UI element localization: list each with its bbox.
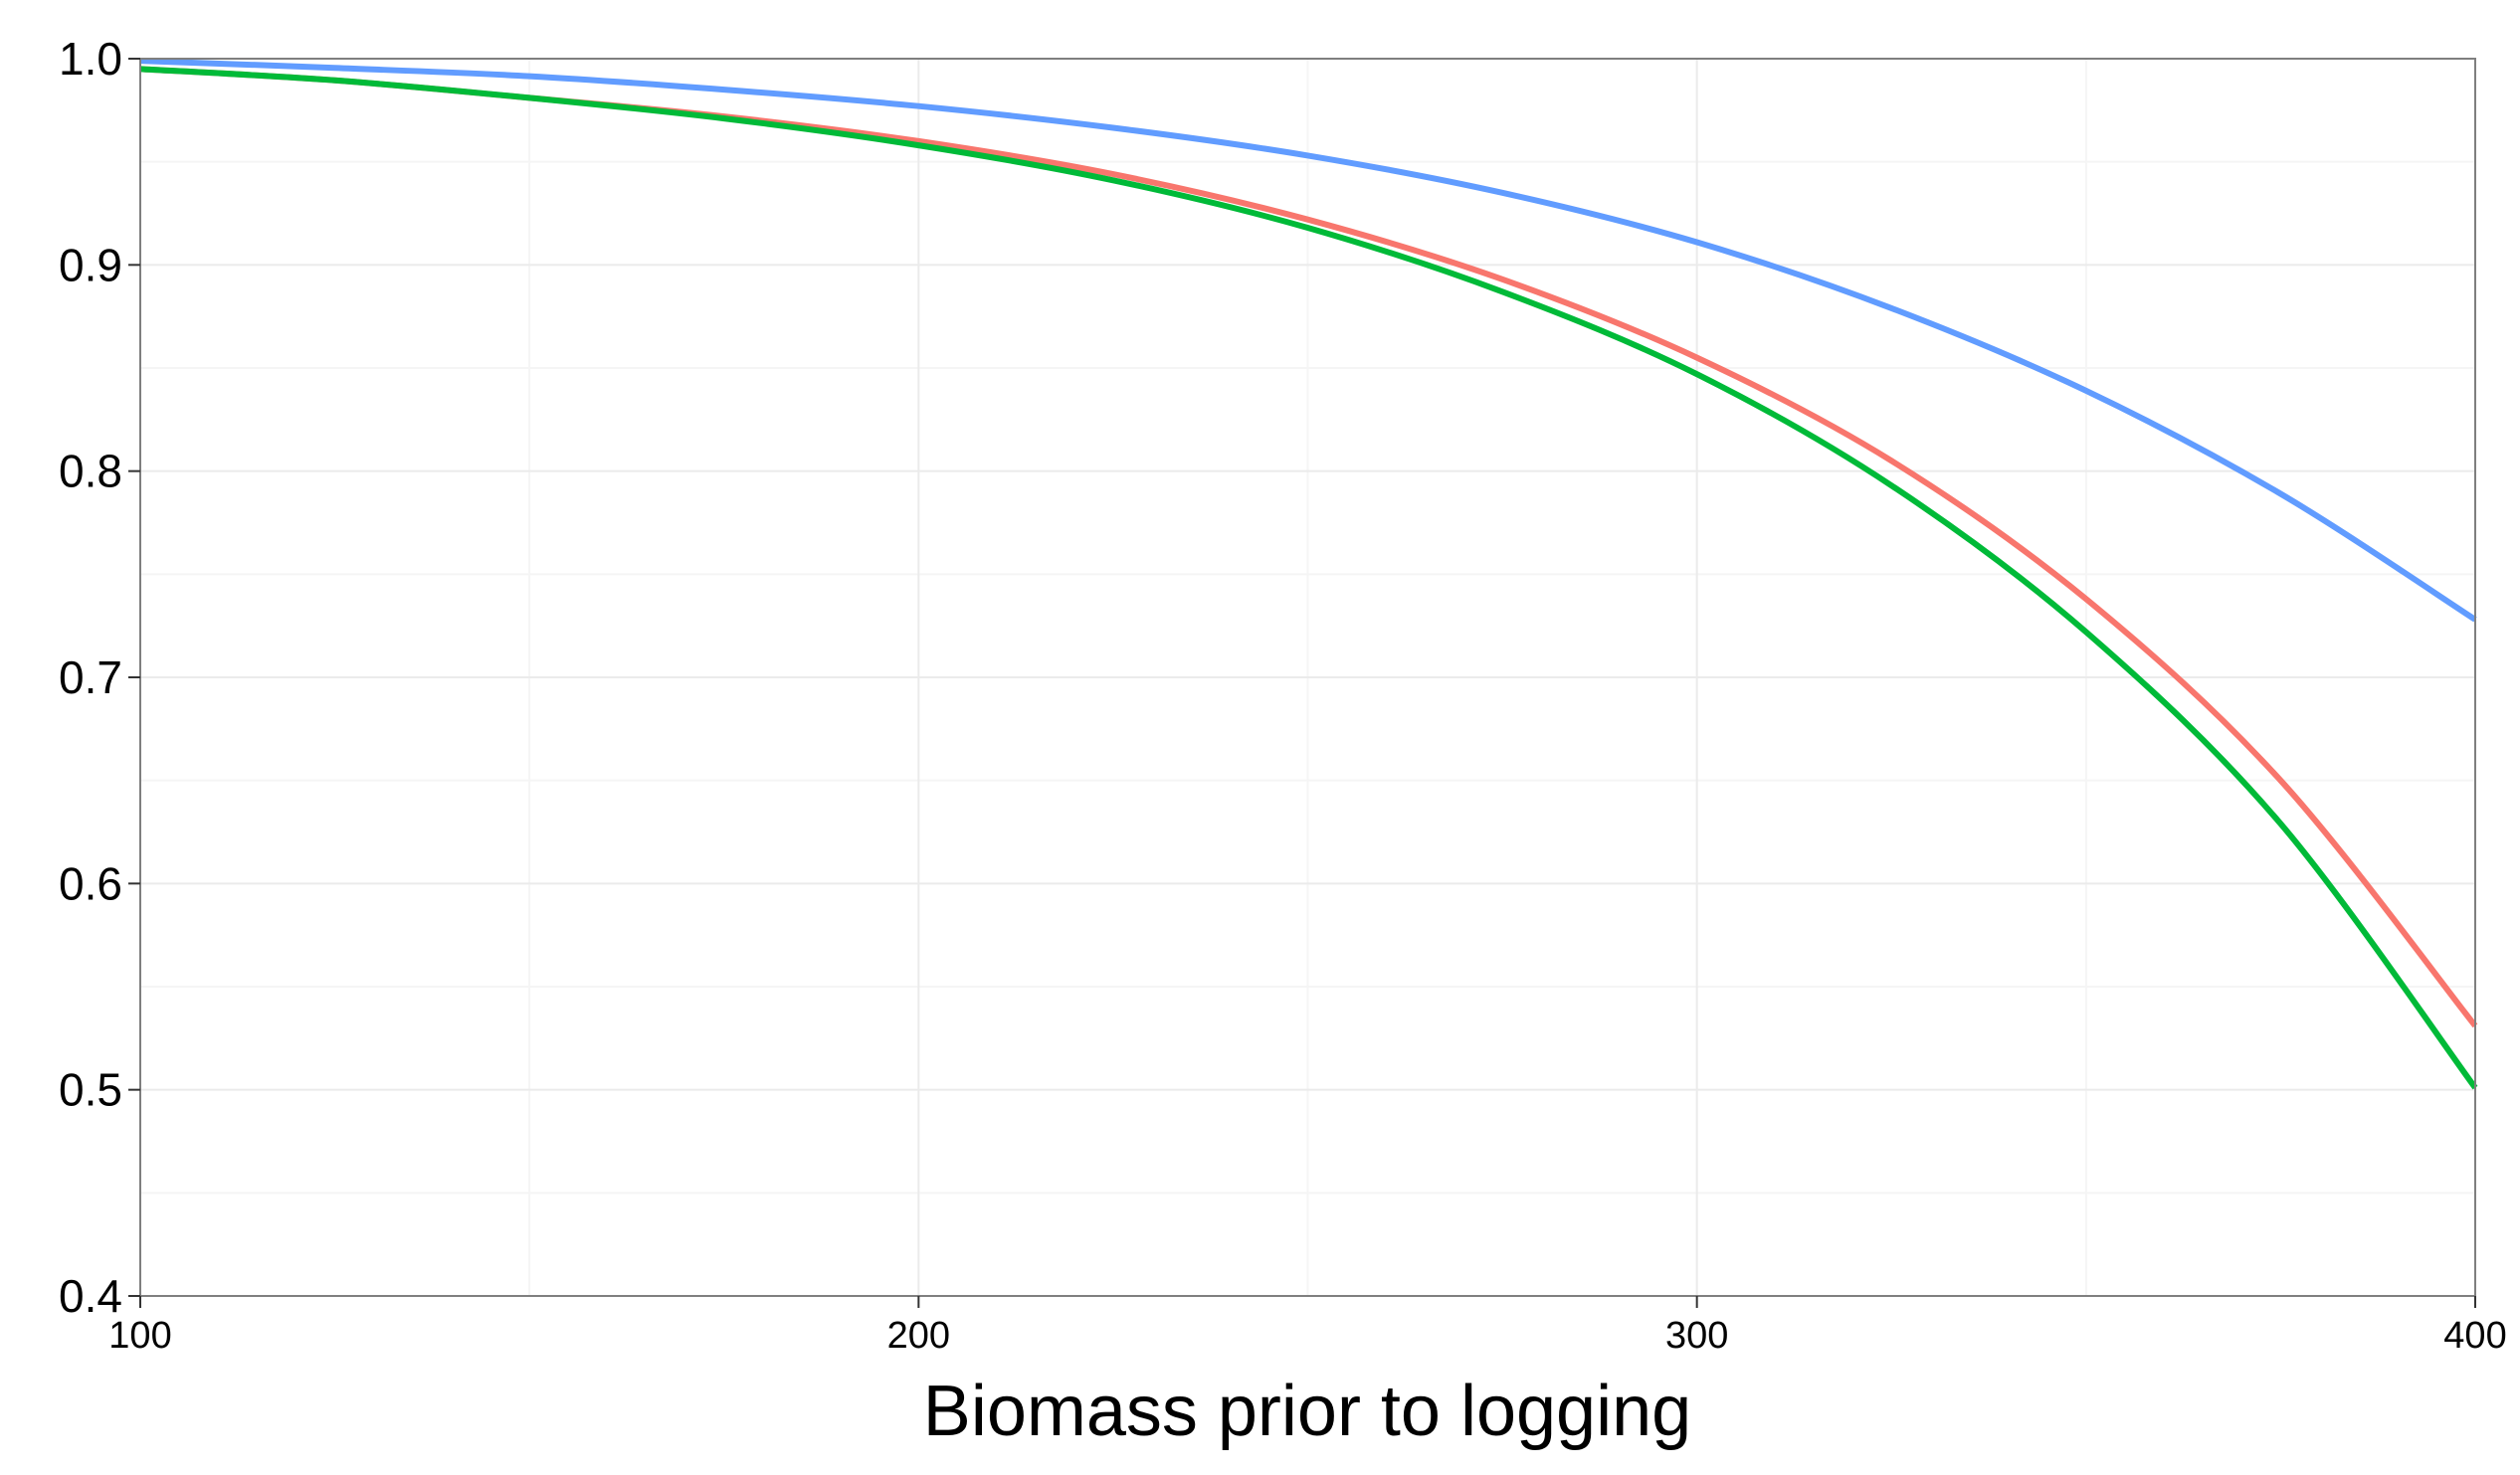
x-tick-label: 300	[1665, 1315, 1728, 1357]
x-tick-label: 100	[108, 1315, 171, 1357]
x-axis: 100 200 300 400	[108, 1296, 2507, 1357]
y-axis: 0.4 0.5 0.6 0.7 0.8 0.9 1.0	[59, 33, 140, 1322]
y-tick-label: 0.4	[59, 1270, 122, 1322]
y-tick-label: 0.5	[59, 1064, 122, 1116]
series-line-3	[139, 66, 2478, 1090]
series-line-1	[139, 58, 2477, 623]
y-tick-label: 1.0	[59, 33, 122, 85]
y-tick-label: 0.9	[59, 239, 122, 290]
y-tick-label: 0.7	[59, 651, 122, 703]
y-tick-label: 0.8	[59, 446, 122, 497]
x-axis-title: Biomass prior to logging	[923, 1372, 1691, 1451]
x-tick-label: 200	[887, 1315, 950, 1357]
series-lines	[139, 58, 2478, 1090]
x-tick-label: 400	[2443, 1315, 2506, 1357]
y-tick-label: 0.6	[59, 857, 122, 909]
